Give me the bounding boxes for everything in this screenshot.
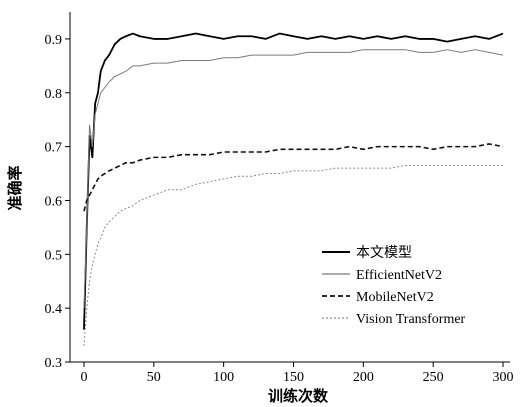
x-tick-label: 50 <box>147 370 161 385</box>
series-line-1 <box>83 32 504 330</box>
y-tick-label: 0.5 <box>45 248 63 263</box>
series-line-2 <box>83 49 504 309</box>
y-ticks: 0.3 0.4 0.5 0.6 0.7 0.8 0.9 <box>45 33 70 371</box>
x-ticks: 0 50 100 150 200 250 300 <box>80 362 514 385</box>
y-tick-label: 0.6 <box>45 194 63 209</box>
x-axis-title: 训练次数 <box>268 387 329 405</box>
legend-label: EfficientNetV2 <box>356 268 442 283</box>
legend-label: 本文模型 <box>356 245 412 261</box>
x-tick-label: 0 <box>80 370 87 385</box>
x-tick-label: 300 <box>493 370 514 385</box>
y-tick-label: 0.3 <box>45 356 63 371</box>
legend-label: MobileNetV2 <box>356 290 434 305</box>
y-tick-label: 0.8 <box>45 87 63 102</box>
axes <box>69 12 510 363</box>
x-tick-label: 200 <box>353 370 374 385</box>
series-line-3 <box>83 143 504 212</box>
x-tick-label: 250 <box>423 370 444 385</box>
legend-label: Vision Transformer <box>356 312 466 327</box>
y-tick-label: 0.4 <box>45 302 63 317</box>
x-tick-label: 100 <box>213 370 234 385</box>
legend: 本文模型 EfficientNetV2 MobileNetV2 Vision Tran… <box>322 245 466 327</box>
y-axis-title: 准确率 <box>6 165 24 210</box>
series-line-4 <box>83 164 504 346</box>
y-tick-label: 0.9 <box>45 33 63 48</box>
plot-lines <box>83 32 504 346</box>
x-tick-label: 150 <box>283 370 304 385</box>
y-tick-label: 0.7 <box>45 141 63 156</box>
